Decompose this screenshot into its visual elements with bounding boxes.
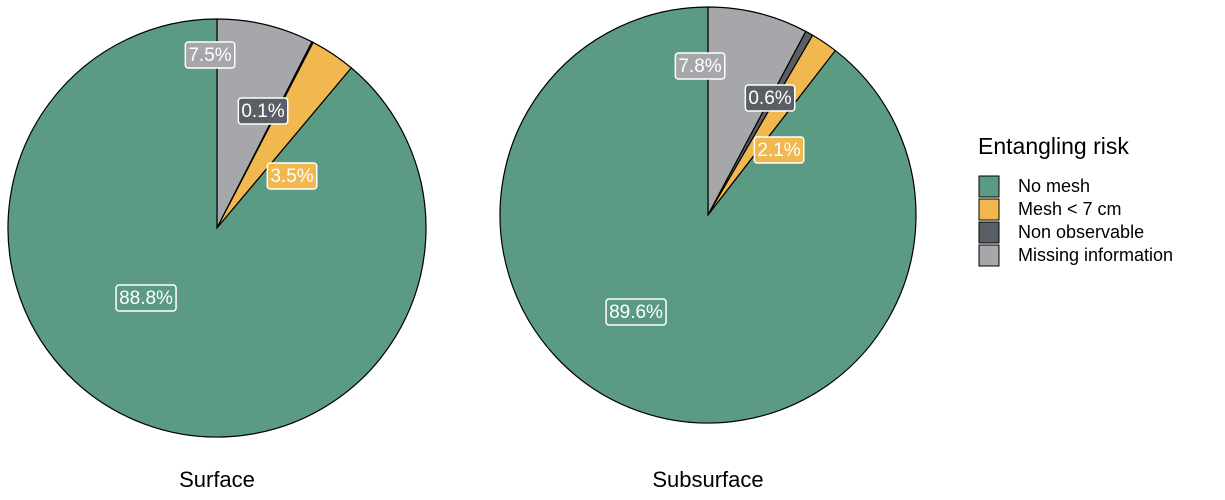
legend-label: Missing information <box>1018 245 1173 265</box>
data-label-box <box>744 84 796 112</box>
data-label-box <box>184 41 236 69</box>
data-label-text: 0.1% <box>241 101 284 122</box>
legend-swatch <box>978 244 1000 267</box>
chart-title: Surface <box>179 467 255 492</box>
data-label: 0.1% <box>237 97 289 125</box>
legend-label: Non observable <box>1018 222 1144 242</box>
data-label-box <box>753 136 805 164</box>
data-label: 3.5% <box>266 162 318 190</box>
legend-label: Mesh < 7 cm <box>1018 199 1122 219</box>
legend-title: Entangling risk <box>978 133 1129 159</box>
data-label-text: 7.5% <box>188 45 231 66</box>
legend-swatch <box>978 198 1000 221</box>
data-label: 7.8% <box>674 52 726 80</box>
data-label-box <box>674 52 726 80</box>
data-label-text: 7.8% <box>678 56 721 77</box>
data-label: 89.6% <box>605 298 667 326</box>
data-label-box <box>115 284 177 312</box>
data-label-box <box>605 298 667 326</box>
data-label: 7.5% <box>184 41 236 69</box>
data-label-text: 89.6% <box>609 302 663 323</box>
legend-label: No mesh <box>1018 176 1090 196</box>
data-label-box <box>237 97 289 125</box>
pie-slice <box>7 18 427 438</box>
legend-swatch <box>978 175 1000 198</box>
data-label-text: 88.8% <box>119 288 173 309</box>
data-label-box <box>266 162 318 190</box>
data-label-text: 2.1% <box>757 140 800 161</box>
legend-swatch <box>978 221 1000 244</box>
chart-title: Subsurface <box>652 467 763 492</box>
data-label-text: 0.6% <box>748 88 791 109</box>
data-label-text: 3.5% <box>270 166 313 187</box>
pie-slice <box>499 6 917 424</box>
data-label: 0.6% <box>744 84 796 112</box>
data-label: 88.8% <box>115 284 177 312</box>
data-label: 2.1% <box>753 136 805 164</box>
